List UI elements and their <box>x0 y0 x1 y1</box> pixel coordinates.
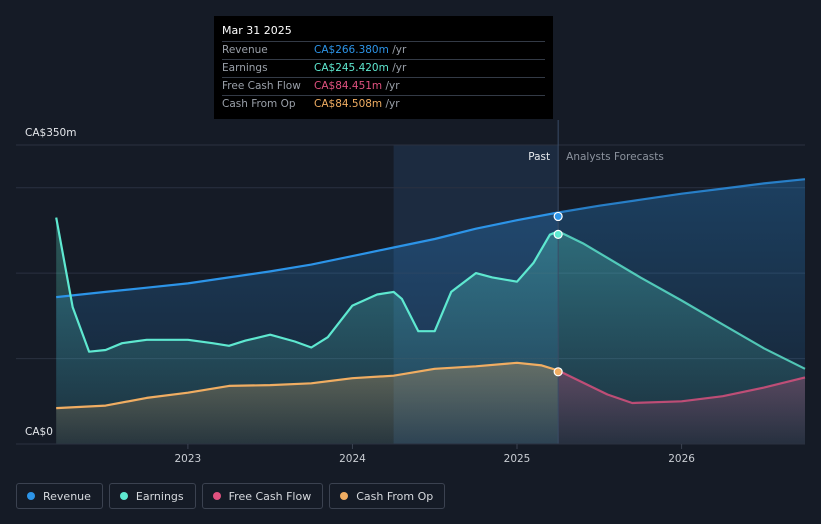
line-earnings <box>55 217 559 353</box>
legend-dot-icon <box>119 492 128 500</box>
forecast-label: Analysts Forecasts <box>566 151 664 163</box>
tooltip-label: Earnings <box>222 62 268 74</box>
tooltip-unit: /yr <box>392 62 407 74</box>
tooltip: Mar 31 2025 Revenue CA$266.380m /yr Earn… <box>214 16 553 119</box>
tooltip-date: Mar 31 2025 <box>222 24 292 37</box>
x-tick-label: 2026 <box>668 453 695 465</box>
line-earnings-forecast <box>558 230 806 370</box>
tooltip-value: CA$84.451m /yr <box>314 78 400 95</box>
y-tick-label: CA$0 <box>25 426 53 438</box>
tooltip-label: Free Cash Flow <box>222 80 301 92</box>
past-label: Past <box>528 151 550 163</box>
tooltip-amount: CA$245.420m <box>314 62 389 74</box>
tooltip-value: CA$266.380m /yr <box>314 42 406 59</box>
area-cash-from-op <box>56 362 559 444</box>
tooltip-row-earnings: Earnings CA$245.420m /yr <box>222 59 545 77</box>
legend-item-revenue[interactable]: Revenue <box>16 483 103 509</box>
legend-dot-icon <box>212 492 221 500</box>
x-tick-label: 2023 <box>175 453 202 465</box>
tooltip-value: CA$245.420m /yr <box>314 60 406 77</box>
tooltip-row-free-cash-flow: Free Cash Flow CA$84.451m /yr <box>222 77 545 95</box>
legend-label: Cash From Op <box>356 489 434 503</box>
tooltip-row-cash-from-op: Cash From Op CA$84.508m /yr <box>222 95 545 113</box>
tooltip-label: Cash From Op <box>222 98 296 110</box>
legend-item-cash-from-op[interactable]: Cash From Op <box>329 483 446 509</box>
legend-label: Earnings <box>135 489 184 503</box>
legend-item-free-cash-flow[interactable]: Free Cash Flow <box>201 483 324 509</box>
tooltip-row-revenue: Revenue CA$266.380m /yr <box>222 41 545 59</box>
tooltip-amount: CA$84.451m <box>314 80 383 92</box>
x-tick-label: 2024 <box>339 453 366 465</box>
tooltip-amount: CA$84.508m <box>314 98 383 110</box>
legend-label: Free Cash Flow <box>228 489 312 503</box>
y-tick-label: CA$350m <box>25 127 76 139</box>
line-free-cash-flow-forecast <box>558 369 806 405</box>
line-revenue <box>56 211 559 299</box>
marker-revenue <box>553 211 563 222</box>
tooltip-label: Revenue <box>222 44 268 56</box>
tooltip-unit: /yr <box>392 44 407 56</box>
legend-item-earnings[interactable]: Earnings <box>108 483 196 509</box>
line-revenue-forecast <box>558 178 806 214</box>
marker-cash-from-op <box>553 367 563 377</box>
tooltip-unit: /yr <box>385 98 400 110</box>
line-cash-from-op <box>56 361 559 410</box>
legend-label: Revenue <box>43 489 91 503</box>
legend: Revenue Earnings Free Cash Flow Cash Fro… <box>16 483 446 509</box>
tooltip-unit: /yr <box>385 80 400 92</box>
marker-earnings <box>553 229 563 239</box>
tooltip-amount: CA$266.380m <box>314 44 389 56</box>
tooltip-value: CA$84.508m /yr <box>314 96 400 113</box>
legend-dot-icon <box>27 492 35 500</box>
area-free-cash-flow <box>558 370 805 444</box>
legend-dot-icon <box>340 492 349 500</box>
x-tick-label: 2025 <box>504 453 531 465</box>
